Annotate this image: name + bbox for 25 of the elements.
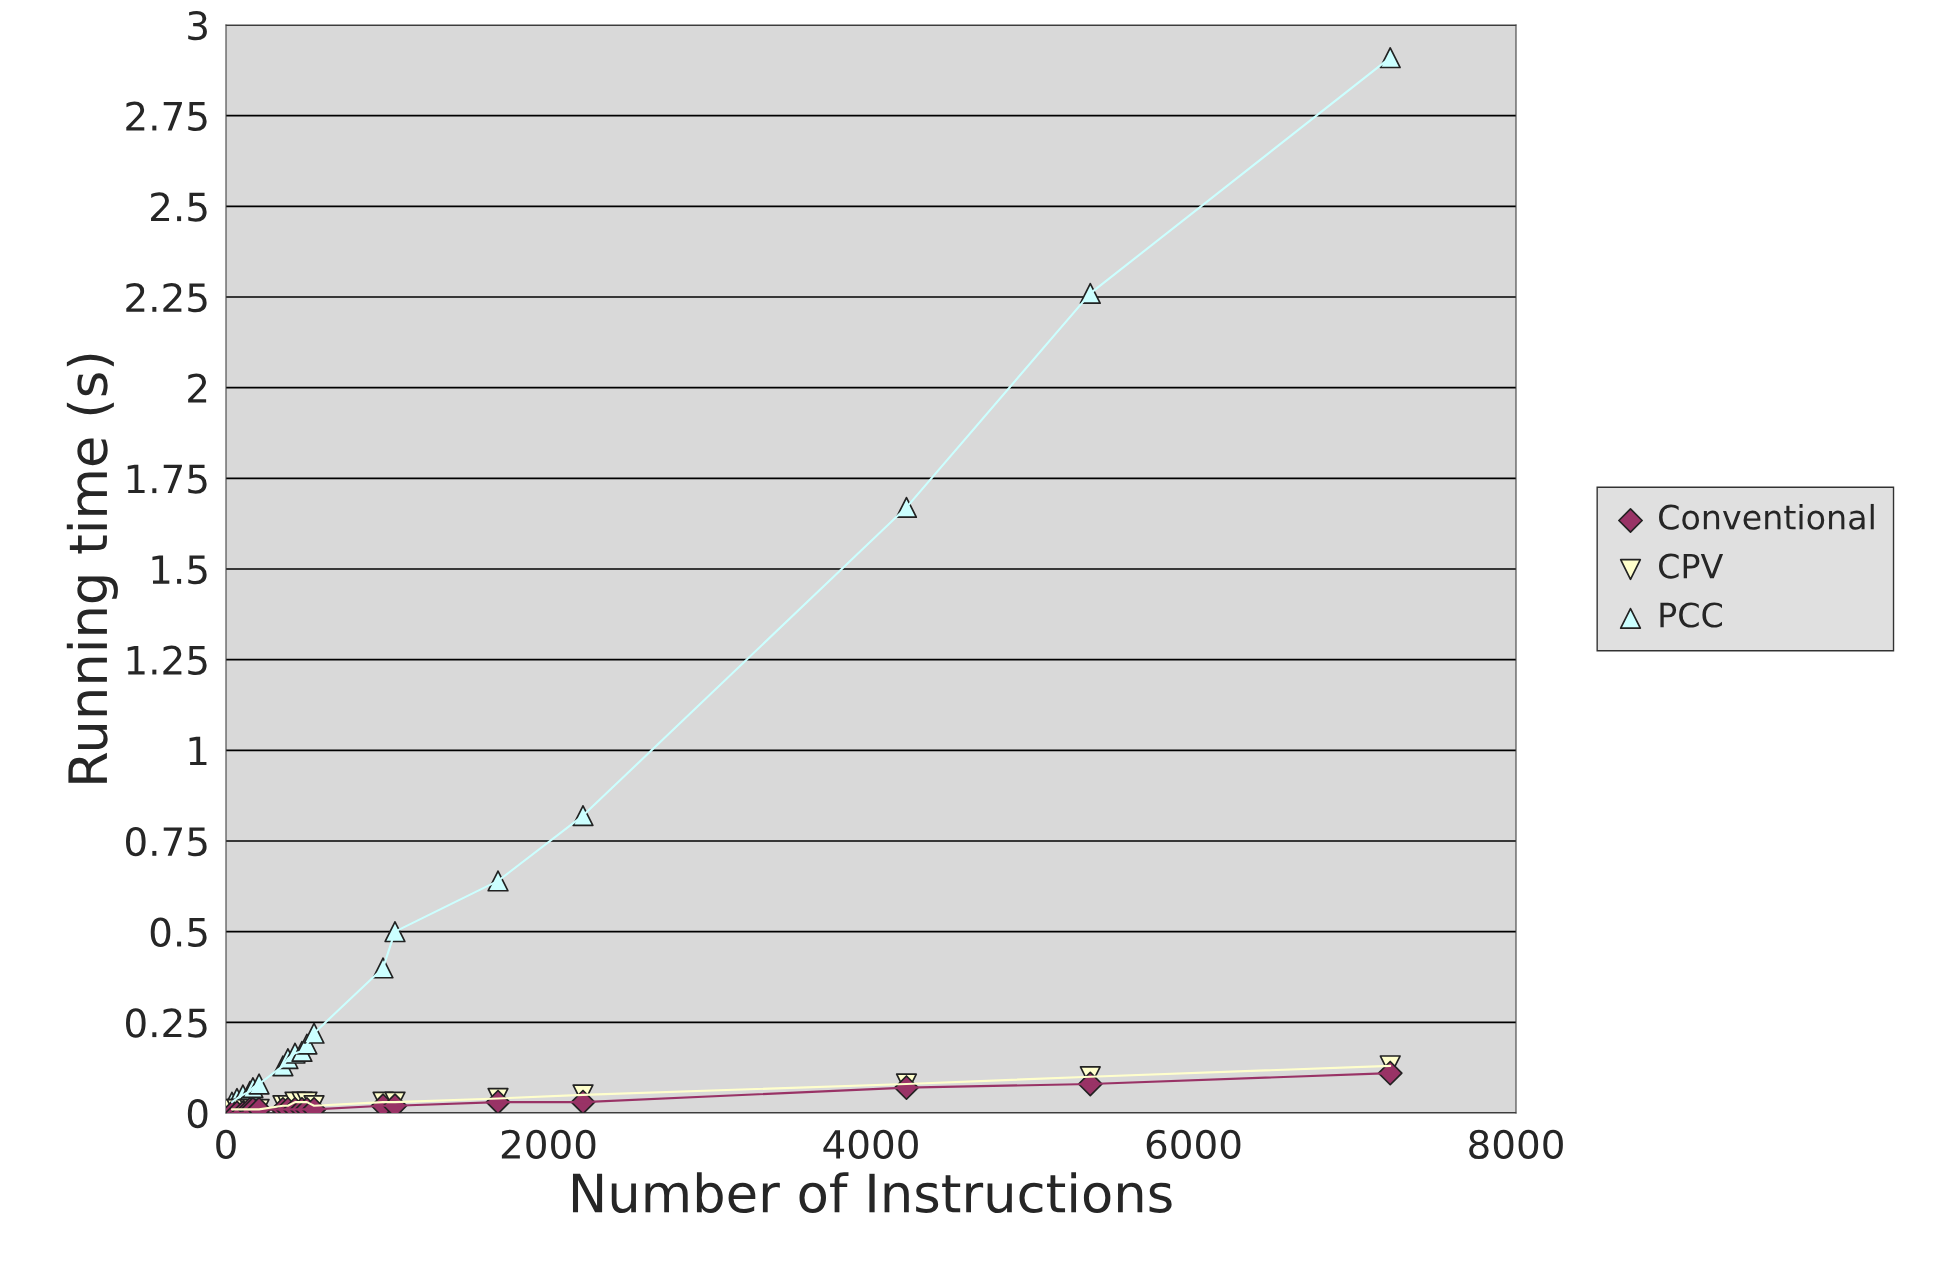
x-tick-label: 4000 [823, 1129, 918, 1160]
x-tick-label: 6000 [1146, 1129, 1241, 1160]
y-tick-label: 3 [188, 10, 207, 41]
x-tick-label: 0 [216, 1129, 236, 1160]
point [487, 870, 509, 892]
x-axis-title: Number of Instructions [572, 1172, 1172, 1214]
x-tick-label: 2000 [501, 1129, 596, 1160]
y-tick-label: 1.5 [152, 555, 207, 585]
y-tick-label: 1.25 [127, 645, 207, 675]
y-tick-label: 0.75 [126, 826, 207, 857]
y-tick-label: 0.25 [126, 1008, 207, 1038]
x-tick-label: 8000 [1469, 1129, 1563, 1160]
y-axis-title: Running time (s) [66, 354, 118, 783]
y-tick-label: 2 [188, 373, 207, 403]
y-tick-label: 2.25 [126, 282, 207, 313]
point [248, 1073, 270, 1095]
y-tick-label: 1 [189, 736, 207, 766]
legend-label: Conventional [1659, 503, 1874, 530]
y-tick-label: 2.75 [126, 101, 207, 131]
y-tick-label: 0.5 [150, 917, 207, 947]
y-tick-label: 2.5 [151, 192, 207, 222]
legend-label: PCC [1660, 602, 1723, 628]
y-tick-label: 1.75 [127, 464, 207, 494]
y-tick-label: 0 [187, 1098, 208, 1129]
legend-label: CPV [1659, 553, 1724, 579]
